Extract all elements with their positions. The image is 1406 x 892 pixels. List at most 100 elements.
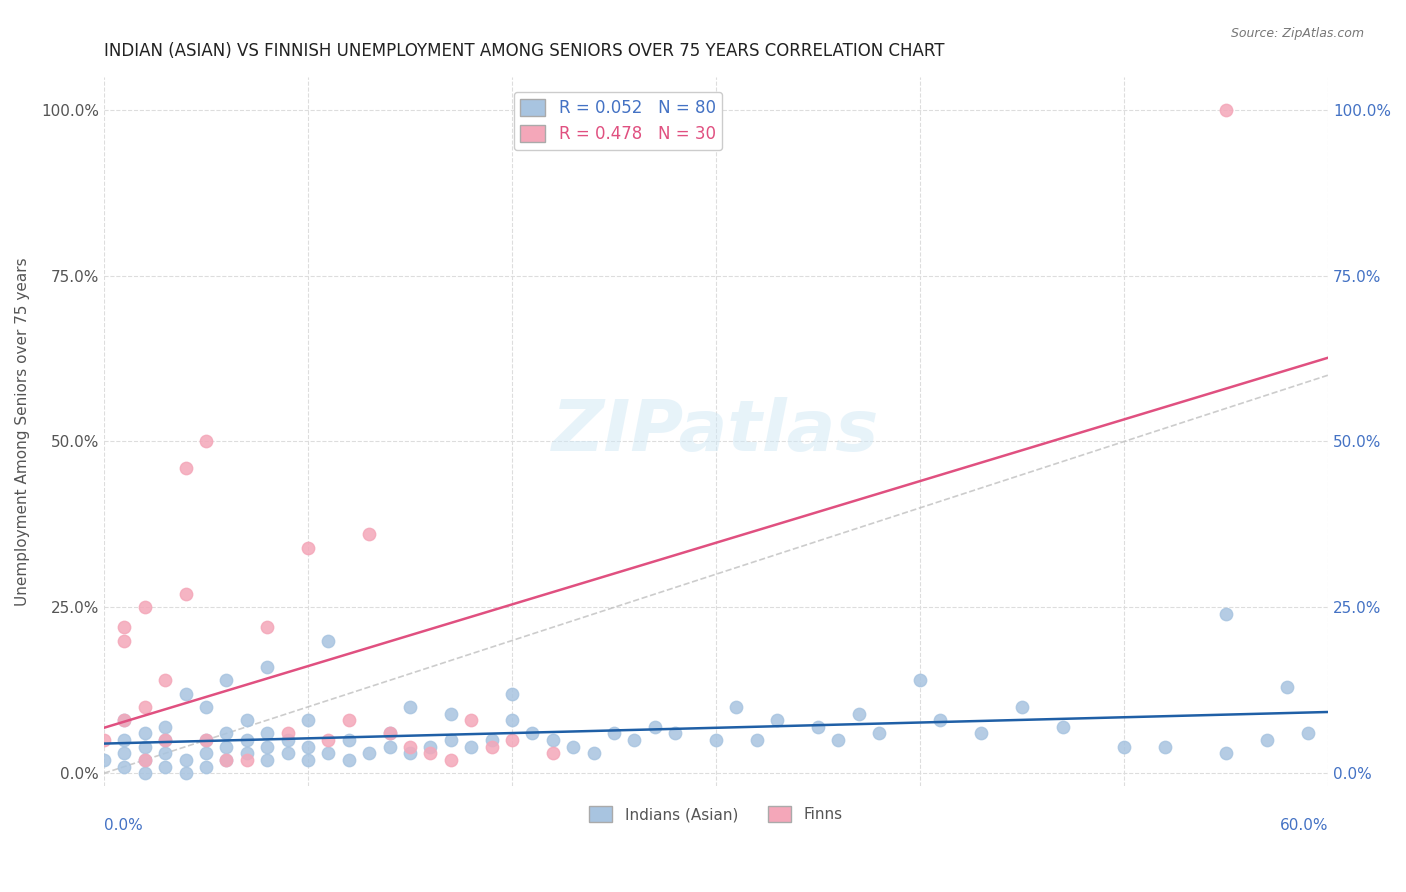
Point	[112, 713, 135, 727]
Point	[481, 739, 503, 754]
Point	[541, 747, 564, 761]
Point	[297, 541, 319, 555]
Point	[297, 753, 319, 767]
Point	[134, 766, 156, 780]
Point	[256, 753, 278, 767]
Point	[623, 733, 645, 747]
Point	[562, 739, 585, 754]
Point	[929, 713, 952, 727]
Point	[112, 747, 135, 761]
Point	[215, 673, 238, 688]
Point	[215, 753, 238, 767]
Point	[378, 739, 401, 754]
Legend: Indians (Asian), Finns: Indians (Asian), Finns	[583, 800, 849, 829]
Point	[725, 699, 748, 714]
Point	[1215, 747, 1237, 761]
Point	[195, 747, 218, 761]
Point	[664, 726, 686, 740]
Point	[766, 713, 789, 727]
Point	[1215, 103, 1237, 117]
Point	[501, 687, 523, 701]
Point	[1154, 739, 1177, 754]
Text: ZIPatlas: ZIPatlas	[553, 397, 880, 466]
Y-axis label: Unemployment Among Seniors over 75 years: Unemployment Among Seniors over 75 years	[15, 257, 30, 606]
Point	[174, 587, 197, 601]
Point	[236, 733, 259, 747]
Point	[399, 739, 422, 754]
Point	[1256, 733, 1278, 747]
Point	[134, 753, 156, 767]
Point	[174, 766, 197, 780]
Point	[112, 633, 135, 648]
Point	[440, 733, 463, 747]
Point	[256, 660, 278, 674]
Point	[134, 600, 156, 615]
Point	[112, 733, 135, 747]
Point	[318, 633, 340, 648]
Point	[174, 461, 197, 475]
Point	[1215, 607, 1237, 621]
Point	[419, 747, 441, 761]
Point	[318, 747, 340, 761]
Point	[460, 739, 482, 754]
Point	[174, 687, 197, 701]
Point	[195, 699, 218, 714]
Point	[134, 699, 156, 714]
Point	[134, 726, 156, 740]
Point	[378, 726, 401, 740]
Point	[195, 733, 218, 747]
Point	[399, 747, 422, 761]
Point	[134, 739, 156, 754]
Text: 60.0%: 60.0%	[1279, 819, 1329, 833]
Point	[93, 753, 115, 767]
Point	[236, 753, 259, 767]
Point	[112, 713, 135, 727]
Point	[112, 620, 135, 634]
Point	[908, 673, 931, 688]
Point	[868, 726, 890, 740]
Text: INDIAN (ASIAN) VS FINNISH UNEMPLOYMENT AMONG SENIORS OVER 75 YEARS CORRELATION C: INDIAN (ASIAN) VS FINNISH UNEMPLOYMENT A…	[104, 42, 945, 60]
Point	[522, 726, 544, 740]
Point	[337, 733, 360, 747]
Point	[297, 739, 319, 754]
Point	[215, 726, 238, 740]
Point	[236, 747, 259, 761]
Text: Source: ZipAtlas.com: Source: ZipAtlas.com	[1230, 27, 1364, 40]
Point	[153, 733, 176, 747]
Point	[112, 759, 135, 773]
Point	[378, 726, 401, 740]
Point	[827, 733, 849, 747]
Point	[277, 747, 299, 761]
Point	[93, 733, 115, 747]
Point	[745, 733, 768, 747]
Point	[297, 713, 319, 727]
Point	[359, 527, 381, 541]
Point	[848, 706, 870, 721]
Text: 0.0%: 0.0%	[104, 819, 143, 833]
Point	[970, 726, 993, 740]
Point	[807, 720, 830, 734]
Point	[215, 753, 238, 767]
Point	[603, 726, 626, 740]
Point	[704, 733, 727, 747]
Point	[1052, 720, 1074, 734]
Point	[256, 620, 278, 634]
Point	[1114, 739, 1136, 754]
Point	[440, 753, 463, 767]
Point	[256, 726, 278, 740]
Point	[582, 747, 605, 761]
Point	[134, 753, 156, 767]
Point	[153, 747, 176, 761]
Point	[153, 673, 176, 688]
Point	[644, 720, 666, 734]
Point	[1296, 726, 1319, 740]
Point	[195, 733, 218, 747]
Point	[153, 720, 176, 734]
Point	[501, 733, 523, 747]
Point	[1277, 680, 1299, 694]
Point	[277, 733, 299, 747]
Point	[481, 733, 503, 747]
Point	[440, 706, 463, 721]
Point	[359, 747, 381, 761]
Point	[501, 713, 523, 727]
